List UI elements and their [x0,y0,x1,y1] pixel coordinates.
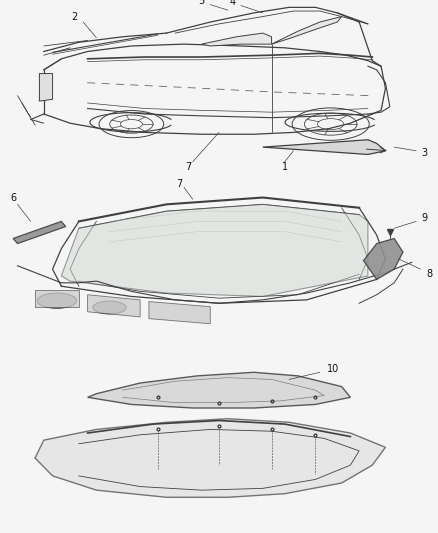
Polygon shape [364,238,403,279]
Polygon shape [88,372,350,408]
Text: 9: 9 [422,213,428,223]
Text: 4: 4 [229,0,235,7]
Polygon shape [13,221,66,244]
Text: 1: 1 [282,163,288,172]
Polygon shape [149,302,210,324]
Text: 7: 7 [185,163,191,172]
Polygon shape [61,204,368,296]
Text: 10: 10 [327,364,339,374]
Polygon shape [35,419,385,497]
Polygon shape [263,140,385,155]
Text: 7: 7 [177,179,183,189]
Polygon shape [272,17,342,44]
Text: 5: 5 [198,0,205,6]
Text: 3: 3 [422,148,428,158]
Polygon shape [39,74,53,101]
Circle shape [93,301,126,314]
Circle shape [37,293,77,309]
Text: 2: 2 [71,12,78,21]
Polygon shape [201,33,272,46]
Text: 8: 8 [426,269,432,279]
Text: 6: 6 [10,192,16,203]
Polygon shape [35,289,79,306]
Polygon shape [88,295,140,317]
